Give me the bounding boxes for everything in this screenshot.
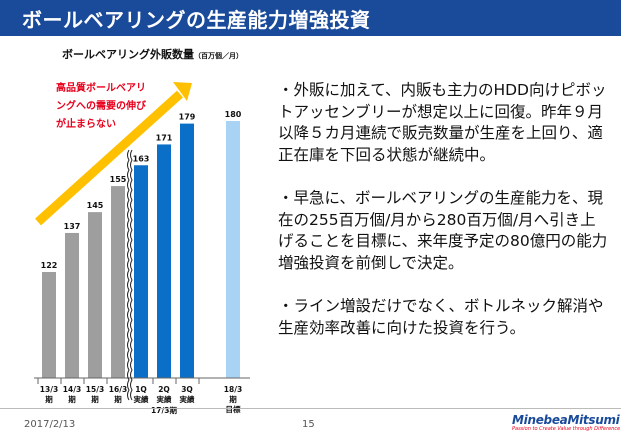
tick-label: 3Q [181,385,193,394]
bullet-item: ・ライン増設だけでなく、ボトルネック解消や生産効率改善に向けた投資を行う。 [278,297,604,337]
bar [88,212,102,378]
data-label: 180 [225,110,242,119]
bullet-item: ・早急に、ボールベアリングの生産能力を、現在の255百万個/月から280百万個/… [278,189,608,272]
chart-title: ボールベアリング外販数量（百万個／月） [62,46,243,62]
logo-name: MinebeaMitsumi [512,413,620,427]
tick-label: 目標 [226,404,241,414]
company-logo: MinebeaMitsumi Passion to Create Value t… [512,413,621,432]
tick-label: 1Q [135,385,147,394]
page-title: ボールベアリングの生産能力増強投資 [22,8,371,32]
bar [180,123,194,378]
tick-label: 期 [68,394,76,404]
footer-divider [0,408,621,409]
tick-label: 14/3 [63,385,81,394]
annotation-line: 高品質ボールベアリ [56,83,146,94]
logo-tagline: Passion to Create Value through Differen… [512,426,621,432]
annotation-line: が止まらない [56,119,116,130]
page-number: 15 [302,419,315,430]
tick-label: 期 [114,394,122,404]
tick-label: 実績 [134,394,149,404]
footer-date: 2017/2/13 [24,419,76,430]
data-label: 137 [64,222,81,231]
data-label: 145 [87,201,104,210]
tick-label: 18/3 [224,385,242,394]
data-label: 179 [179,113,196,122]
bar [157,144,171,378]
trend-arrow-head [173,82,192,101]
chart-unit: （百万個／月） [194,52,243,60]
chart-annotation: 高品質ボールベアリ ングへの需要の伸び が止まらない [56,80,166,134]
bullet-item: ・外販に加えて、内販も主力のHDD向けピボットアッセンブリーが想定以上に回復。昨… [278,81,607,164]
tick-label: 13/3 [40,385,58,394]
bar [111,186,125,378]
tick-label: 期 [229,394,237,404]
tick-label: 2Q [158,385,170,394]
chart-title-text: ボールベアリング外販数量 [62,48,194,61]
tick-label: 15/3 [86,385,104,394]
data-label: 171 [156,133,173,142]
header-bar: ボールベアリングの生産能力増強投資 [0,0,621,36]
tick-label: 期 [45,394,53,404]
bar [42,272,56,378]
bar [134,165,148,378]
data-label: 163 [133,154,150,163]
annotation-line: ングへの需要の伸び [56,101,146,112]
bar [65,232,79,378]
data-label: 155 [110,175,127,184]
data-label: 122 [41,261,58,270]
bullet-list: ・外販に加えて、内販も主力のHDD向けピボットアッセンブリーが想定以上に回復。昨… [278,80,608,361]
bar [226,121,240,378]
group-label: 17/3期 [151,405,177,415]
tick-label: 実績 [157,394,172,404]
trend-arrow-shaft [34,90,184,226]
axis-break-line [130,149,133,401]
axis-break-line [127,149,130,401]
tick-label: 実績 [180,394,195,404]
tick-label: 期 [91,394,99,404]
tick-label: 16/3 [109,385,127,394]
